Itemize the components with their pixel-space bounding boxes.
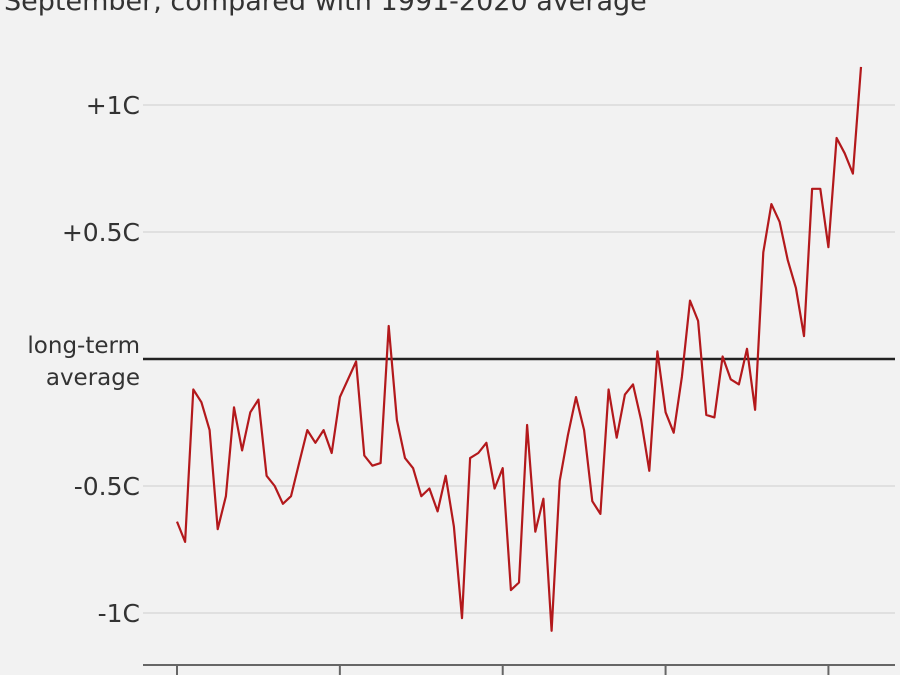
y-tick-label: -1C bbox=[98, 599, 140, 628]
reference-label-line2: average bbox=[46, 365, 140, 391]
y-tick-label: +1C bbox=[86, 91, 140, 120]
y-tick-label: -0.5C bbox=[74, 472, 140, 501]
chart-title: September, compared with 1991-2020 avera… bbox=[4, 0, 647, 17]
reference-label-line1: long-term bbox=[27, 333, 140, 359]
series-line bbox=[175, 66, 863, 632]
y-tick-label: +0.5C bbox=[62, 218, 140, 247]
